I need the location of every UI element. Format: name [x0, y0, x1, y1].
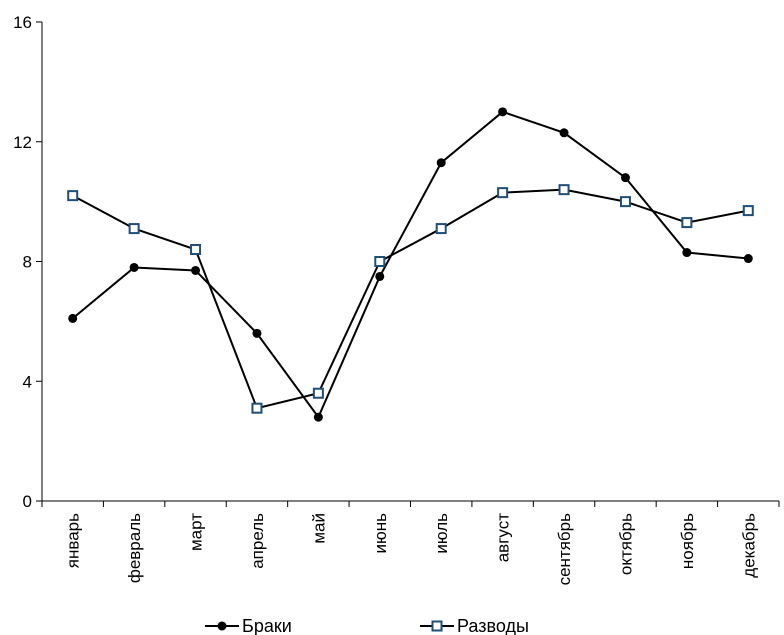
x-tick-label: октябрь: [616, 513, 635, 575]
x-tick-label: июнь: [371, 513, 390, 554]
x-tick-label: январь: [64, 513, 83, 568]
legend: Браки Разводы: [205, 616, 529, 635]
data-point-brak: [743, 254, 753, 264]
data-point-razvod: [190, 244, 202, 256]
x-tick-label: март: [187, 513, 206, 551]
data-point-razvod: [435, 223, 447, 235]
data-point-brak: [436, 158, 446, 168]
legend-label-1: Браки: [242, 616, 292, 635]
data-point-brak: [68, 313, 78, 323]
y-tick-label: 16: [13, 13, 32, 32]
data-point-brak: [559, 128, 569, 138]
data-point-razvod: [619, 196, 631, 208]
x-tick-label: декабрь: [739, 513, 758, 578]
data-point-brak: [313, 412, 323, 422]
axes: 0 4 8 12 16 январь февраль март апрель май июнь июл…: [13, 13, 780, 586]
legend-marker-brak: [217, 621, 227, 631]
y-tick-label: 8: [23, 253, 32, 272]
data-point-razvod: [374, 256, 386, 267]
y-tick-label: 0: [23, 492, 32, 511]
y-tick-label: 12: [13, 133, 32, 152]
legend-label-2: Разводы: [457, 616, 529, 635]
data-point-brak: [498, 107, 508, 117]
data-point-razvod: [128, 223, 140, 235]
data-point-brak: [191, 265, 201, 275]
data-point-razvod: [681, 217, 693, 229]
data-point-brak: [620, 173, 630, 183]
data-point-razvod: [251, 402, 263, 414]
data-point-razvod: [742, 205, 754, 217]
data-point-razvod: [497, 187, 509, 199]
x-tick-label: ноябрь: [678, 513, 697, 569]
data-point-brak: [129, 262, 139, 272]
series-line-1: [72, 110, 749, 420]
x-tick-label: сентябрь: [555, 513, 574, 586]
series-layer: [67, 107, 754, 422]
data-point-brak: [375, 271, 385, 281]
data-point-brak: [252, 328, 262, 338]
y-tick-label: 4: [23, 372, 32, 391]
x-tick-label: февраль: [125, 513, 144, 583]
data-point-brak: [682, 248, 692, 258]
data-point-razvod: [67, 190, 79, 202]
legend-marker-razvod: [431, 620, 443, 632]
x-tick-label: август: [494, 513, 513, 562]
x-tick-label: май: [309, 513, 328, 544]
data-point-razvod: [558, 184, 570, 196]
x-tick-label: июль: [432, 513, 451, 554]
series-line-2: [72, 188, 749, 410]
data-point-razvod: [312, 387, 324, 399]
x-tick-label: апрель: [248, 513, 267, 569]
